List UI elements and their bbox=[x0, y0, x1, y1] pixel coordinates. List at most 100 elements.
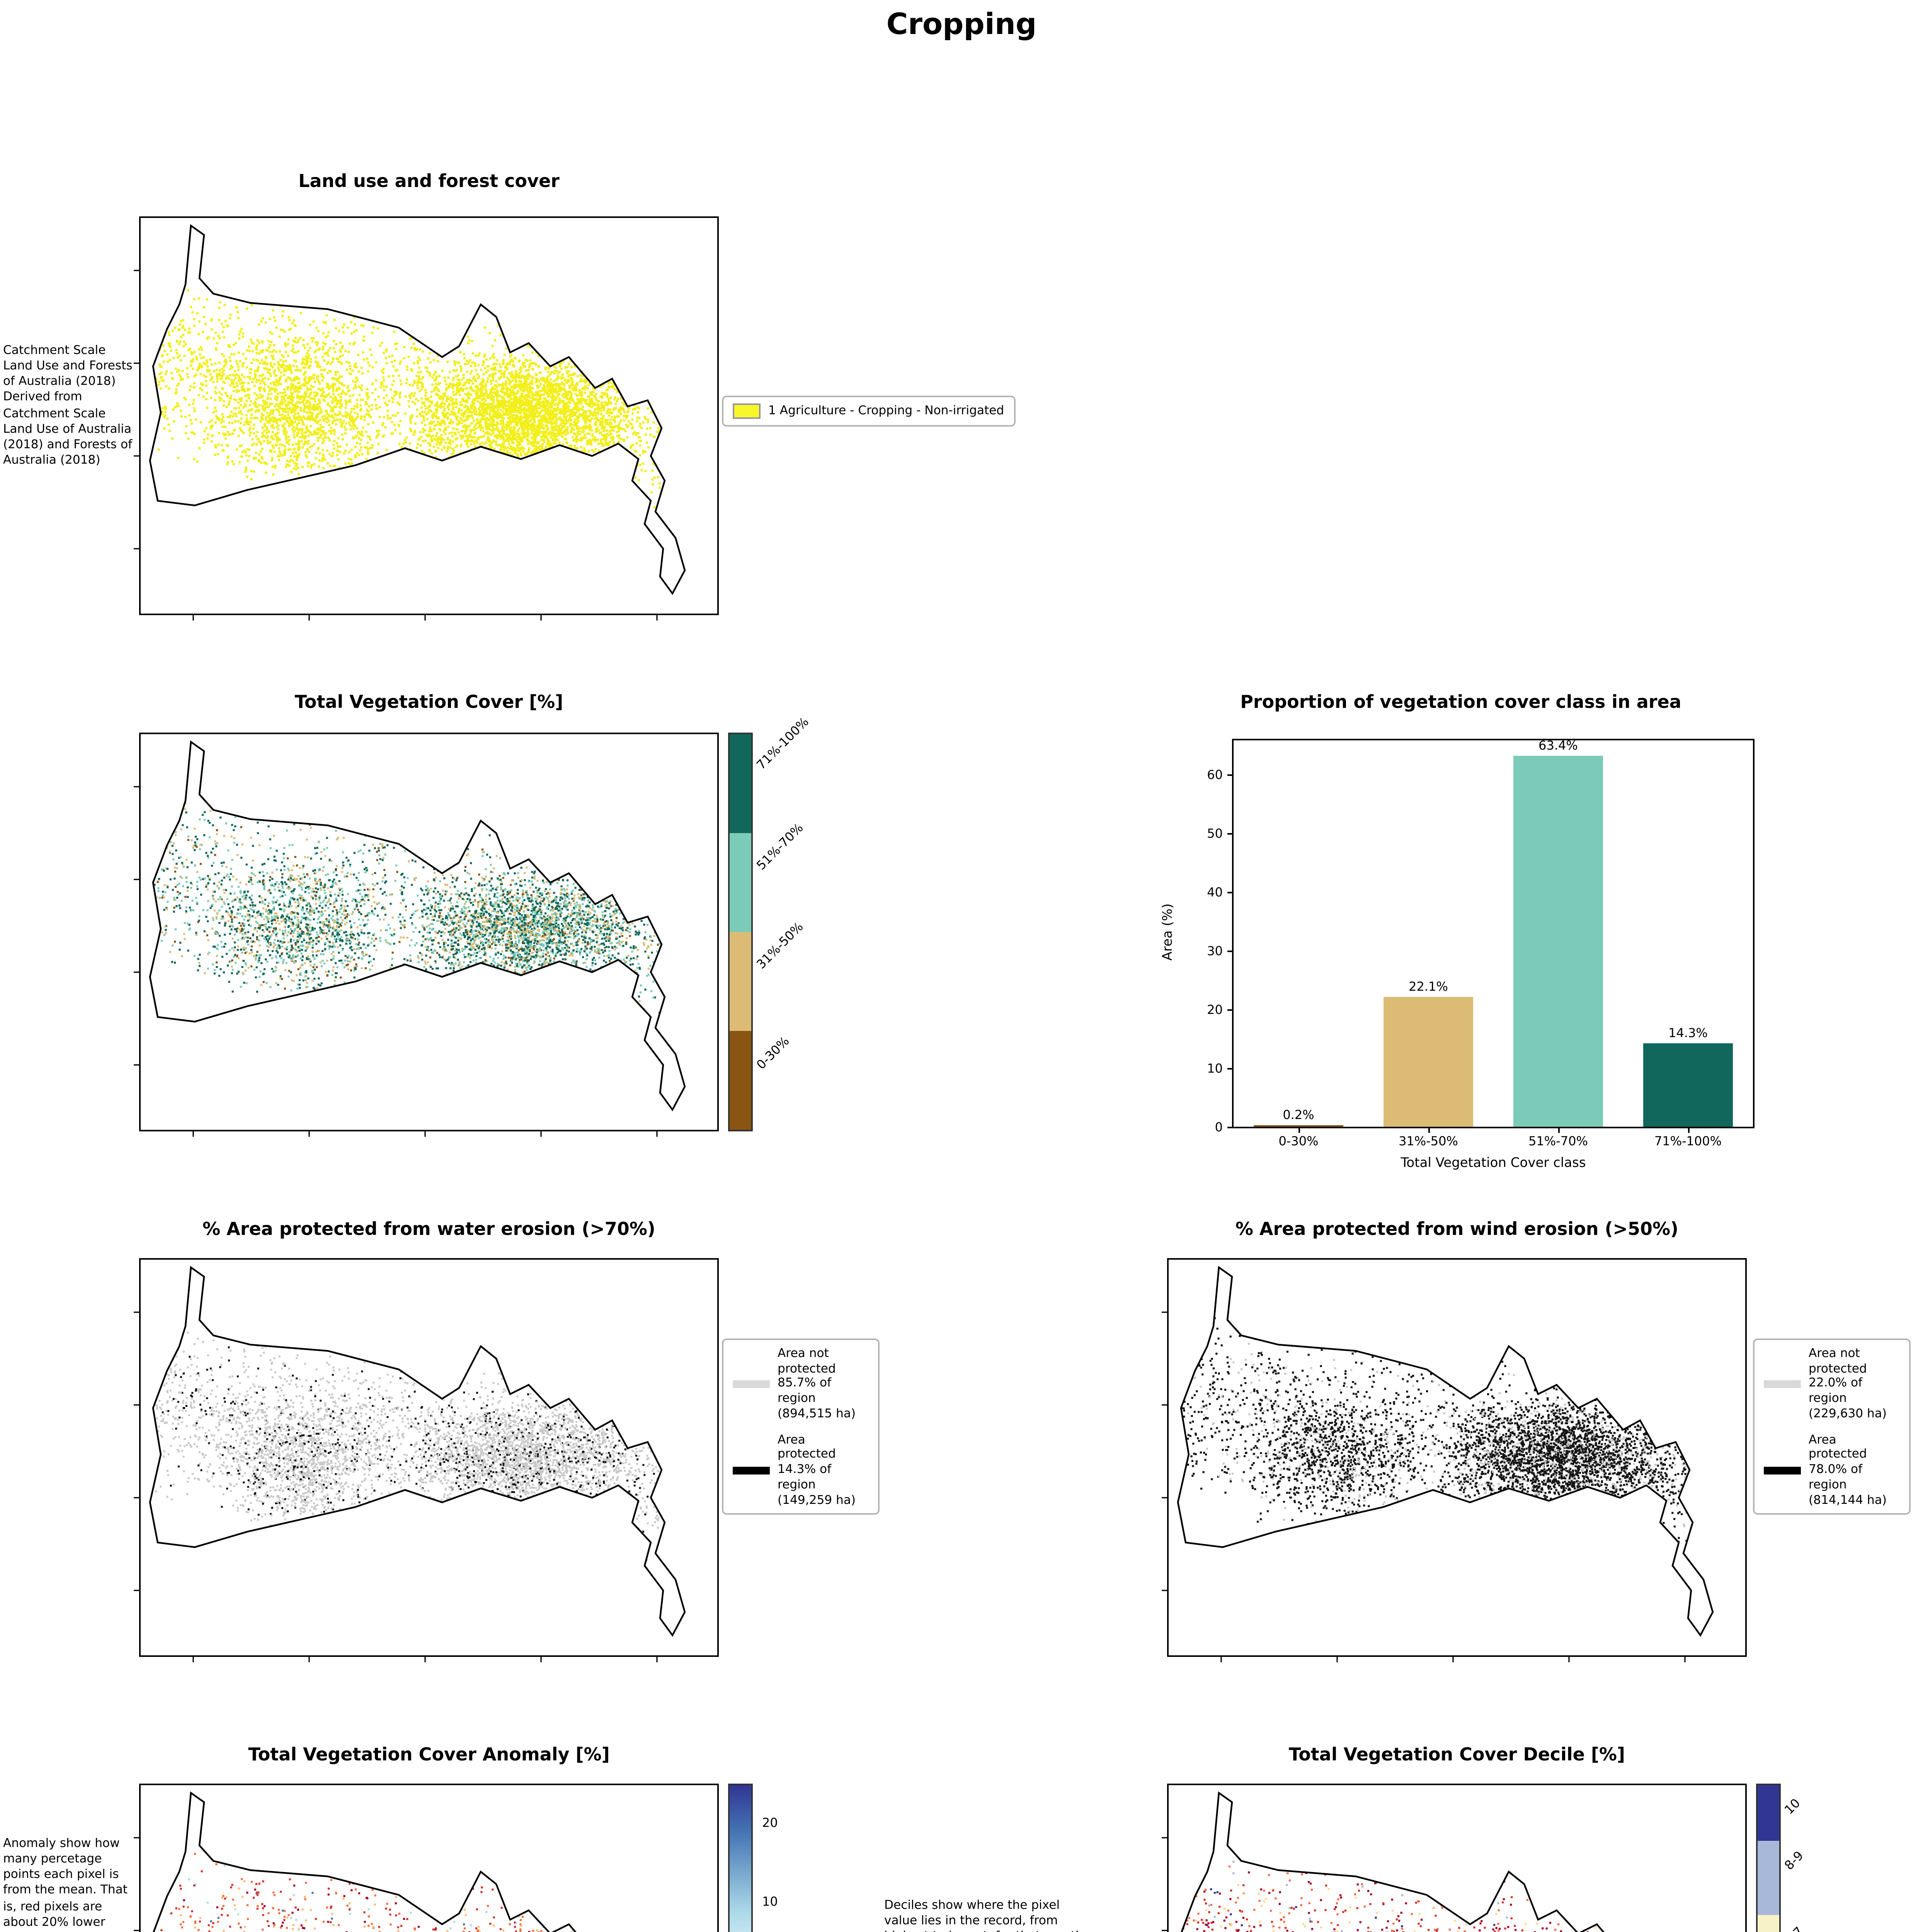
protected-swatch bbox=[1764, 1466, 1801, 1474]
anomaly-caption: Anomaly show how many percetage points e… bbox=[3, 1836, 133, 1932]
y-tick-mark bbox=[1227, 1126, 1234, 1128]
wind-legend: Area not protected 22.0% of region (229,… bbox=[1753, 1338, 1911, 1515]
y-tick-label: 10 bbox=[1207, 1061, 1223, 1075]
vegcover-colorbar bbox=[728, 733, 753, 1131]
y-tick-mark bbox=[1227, 774, 1234, 776]
colorbar-label: 4-7 bbox=[1782, 1924, 1806, 1932]
agriculture-swatch bbox=[733, 403, 761, 419]
decile-map-speckles bbox=[1182, 1845, 1710, 1932]
x-axis-label: Total Vegetation Cover class bbox=[1232, 1156, 1755, 1172]
anomaly-panel-title: Total Vegetation Cover Anomaly [%] bbox=[139, 1743, 719, 1765]
protected-swatch bbox=[733, 1466, 770, 1474]
not-protected-swatch bbox=[1764, 1380, 1801, 1388]
y-tick-label: 20 bbox=[1207, 1003, 1223, 1017]
bar-slot: 22.1% 31%-50% bbox=[1363, 740, 1493, 1148]
colorbar-tick-label: 20 bbox=[762, 1816, 778, 1830]
bar-slot: 63.4% 51%-70% bbox=[1493, 738, 1623, 1148]
bar-chart: 0 10 20 30 40 50 60 0.2% 0-30% 22.1% 31%-50% 63.4%… bbox=[1207, 738, 1755, 1148]
y-tick-label: 60 bbox=[1207, 769, 1223, 782]
landuse-panel-title: Land use and forest cover bbox=[139, 170, 719, 192]
bar-value-label: 22.1% bbox=[1363, 980, 1493, 994]
axis-ticks bbox=[1162, 1311, 1686, 1662]
colorbar-label: 8-9 bbox=[1782, 1849, 1806, 1872]
colorbar-segment bbox=[1758, 1840, 1779, 1916]
colorbar-label: 71%-100% bbox=[754, 715, 812, 772]
y-tick-label: 30 bbox=[1207, 944, 1223, 958]
bar bbox=[1254, 1126, 1343, 1127]
catchment-outline bbox=[1178, 1793, 1713, 1932]
bar bbox=[1384, 997, 1473, 1127]
colorbar-label: 31%-50% bbox=[754, 920, 806, 972]
axis-ticks bbox=[134, 786, 658, 1137]
landuse-map-speckles bbox=[151, 277, 685, 522]
y-tick-mark bbox=[1227, 892, 1234, 893]
vegcover-panel-title: Total Vegetation Cover [%] bbox=[139, 691, 719, 713]
decile-colorbar-labels: 10 8-9 4-7 2-3 1 bbox=[1782, 1784, 1846, 1932]
anomaly-map-speckles bbox=[151, 1852, 667, 1932]
y-tick-label: 40 bbox=[1207, 886, 1223, 900]
anomaly-colorbar bbox=[728, 1784, 753, 1932]
y-axis-label: Area (%) bbox=[1161, 893, 1176, 971]
x-tick-label: 71%-100% bbox=[1597, 1134, 1779, 1148]
bars: 0.2% 0-30% 22.1% 31%-50% 63.4% 51%-70% 14.3% 71… bbox=[1234, 738, 1753, 1148]
bar-slot: 14.3% 71%-100% bbox=[1623, 740, 1753, 1148]
anomaly-colorbar-ticks: 20100-10-20 bbox=[759, 1784, 805, 1932]
x-tick-label: 31%-50% bbox=[1338, 1134, 1519, 1148]
agriculture-legend-label: 1 Agriculture - Cropping - Non-irrigated bbox=[768, 404, 1004, 419]
bar bbox=[1644, 1043, 1732, 1127]
colorbar-label: 51%-70% bbox=[754, 821, 806, 873]
colorbar-label: 10 bbox=[1782, 1796, 1803, 1817]
bar-value-label: 0.2% bbox=[1234, 1109, 1363, 1122]
y-axis-ticks: 0 10 20 30 40 50 60 bbox=[1207, 740, 1753, 1134]
anomaly-map bbox=[134, 1784, 719, 1932]
not-protected-label: Area not protected 85.7% of region (894,… bbox=[778, 1346, 861, 1422]
bar-value-label: 14.3% bbox=[1623, 1026, 1753, 1040]
bar bbox=[1514, 755, 1603, 1127]
colorbar-segment bbox=[730, 932, 751, 1031]
colorbar-segment bbox=[730, 1031, 751, 1130]
y-tick-mark bbox=[1227, 1067, 1234, 1069]
y-tick-mark bbox=[1227, 833, 1234, 835]
axis-ticks bbox=[134, 1311, 658, 1662]
decile-colorbar bbox=[1756, 1784, 1781, 1932]
water-erosion-map bbox=[134, 1258, 719, 1662]
wind-erosion-map bbox=[1162, 1258, 1747, 1662]
chart-title: Proportion of vegetation cover class in … bbox=[1167, 691, 1755, 713]
page-title: Cropping bbox=[0, 8, 1923, 42]
x-tick-label: 0-30% bbox=[1208, 1134, 1389, 1148]
y-tick-mark bbox=[1227, 950, 1234, 952]
vegcover-map bbox=[134, 733, 719, 1137]
axis-ticks bbox=[134, 1837, 139, 1931]
protected-label: Area protected 78.0% of region (814,144 … bbox=[1809, 1432, 1892, 1508]
colorbar-segment bbox=[1758, 1785, 1779, 1841]
water-map-speckles bbox=[151, 1316, 685, 1561]
wind-map-speckles bbox=[1179, 1317, 1713, 1566]
axis-ticks bbox=[134, 270, 658, 621]
bar-value-label: 63.4% bbox=[1493, 738, 1623, 752]
wind-panel-title: % Area protected from wind erosion (>50%… bbox=[1167, 1218, 1747, 1240]
colorbar-label: 0-30% bbox=[754, 1034, 792, 1072]
not-protected-swatch bbox=[733, 1380, 770, 1388]
decile-caption: Deciles show where the pixel value lies … bbox=[884, 1898, 1088, 1932]
catchment-outline bbox=[150, 1793, 685, 1932]
bar-slot: 0.2% 0-30% bbox=[1234, 740, 1363, 1148]
water-legend: Area not protected 85.7% of region (894,… bbox=[722, 1338, 880, 1515]
y-tick-label: 0 bbox=[1215, 1120, 1223, 1134]
protected-label: Area protected 14.3% of region (149,259 … bbox=[778, 1432, 861, 1508]
colorbar-segment bbox=[730, 833, 751, 932]
y-tick-mark bbox=[1227, 1009, 1234, 1010]
water-panel-title: % Area protected from water erosion (>70… bbox=[139, 1218, 719, 1240]
landuse-map bbox=[134, 216, 719, 621]
axis-ticks bbox=[1162, 1837, 1167, 1931]
not-protected-label: Area not protected 22.0% of region (229,… bbox=[1809, 1346, 1892, 1422]
landuse-caption: Catchment Scale Land Use and Forests of … bbox=[3, 343, 136, 468]
colorbar-segment bbox=[730, 734, 751, 833]
x-tick-label: 51%-70% bbox=[1467, 1134, 1649, 1148]
decile-map bbox=[1162, 1784, 1747, 1932]
colorbar-segment bbox=[1758, 1915, 1779, 1932]
vegcover-map-speckles bbox=[152, 791, 685, 1032]
vegcover-colorbar-labels: 71%-100% 51%-70% 31%-50% 0-30% bbox=[754, 715, 849, 1131]
landuse-legend: 1 Agriculture - Cropping - Non-irrigated bbox=[722, 396, 1015, 427]
y-tick-label: 50 bbox=[1207, 827, 1223, 841]
